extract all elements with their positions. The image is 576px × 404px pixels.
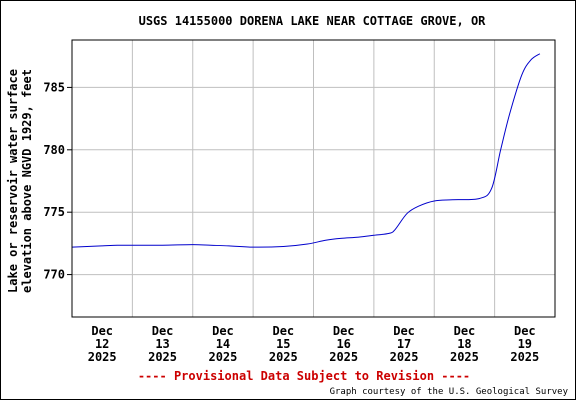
series-layer [71,53,541,248]
x-tick-label-6: Dec 17 2025 [390,324,419,364]
grid [72,40,555,317]
x-tick-label-3: Dec 14 2025 [208,324,237,364]
x-tick-label-1: Dec 12 2025 [88,324,117,364]
x-tick-label-7: Dec 18 2025 [450,324,479,364]
chart-title: USGS 14155000 DORENA LAKE NEAR COTTAGE G… [139,14,487,28]
provisional-note: ---- Provisional Data Subject to Revisio… [138,369,470,383]
x-tick-label-4: Dec 15 2025 [269,324,298,364]
y-tick-label-785: 785 [43,80,65,94]
x-ticks: Dec 12 2025 Dec 13 2025 Dec 14 2025 Dec 15 2025 Dec 1… [88,324,540,364]
plot-area [71,39,556,318]
y-ticks: 770 775 780 785 [43,80,72,282]
y-axis-label-line1: Lake or reservoir water surface [6,69,20,293]
x-tick-label-5: Dec 16 2025 [329,324,358,364]
y-axis-label-line2: elevation above NGVD 1929, feet [20,69,34,293]
x-tick-label-8: Dec 19 2025 [510,324,539,364]
y-tick-label-775: 775 [43,205,65,219]
series-line-1 [71,53,541,248]
y-tick-label-780: 780 [43,143,65,157]
x-tick-label-2: Dec 13 2025 [148,324,177,364]
y-tick-label-770: 770 [43,268,65,282]
y-axis-label: Lake or reservoir water surface elevatio… [6,69,34,293]
courtesy-note: Graph courtesy of the U.S. Geological Su… [330,387,569,397]
